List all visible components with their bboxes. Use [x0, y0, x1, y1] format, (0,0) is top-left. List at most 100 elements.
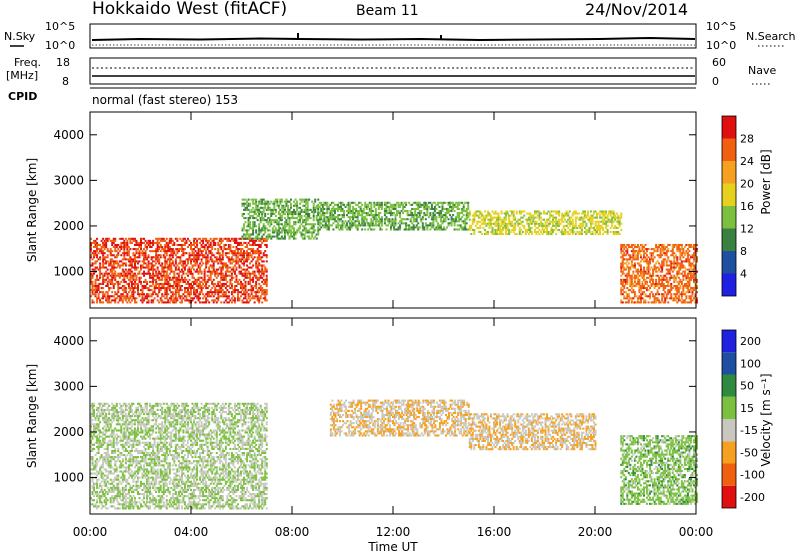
echo-cell: [370, 204, 372, 206]
echo-cell: [207, 242, 209, 244]
echo-cell: [249, 203, 251, 205]
echo-cell: [287, 205, 289, 207]
echo-cell: [378, 214, 380, 216]
echo-cell: [146, 246, 148, 248]
echo-cell: [276, 199, 278, 201]
echo-cell: [264, 225, 266, 227]
echo-cell: [661, 281, 663, 283]
echo-cell: [648, 301, 650, 303]
echo-cell: [693, 258, 695, 260]
echo-cell: [170, 267, 172, 269]
echo-cell: [117, 285, 119, 287]
echo-cell: [490, 221, 492, 223]
echo-cell: [123, 248, 125, 250]
echo-cell: [155, 281, 157, 283]
echo-cell: [388, 218, 390, 220]
echo-cell: [628, 273, 630, 275]
echo-cell: [508, 233, 510, 235]
echo-cell: [546, 213, 548, 215]
echo-cell: [585, 223, 587, 225]
echo-cell: [507, 213, 509, 215]
echo-cell: [652, 279, 654, 281]
echo-cell: [137, 262, 139, 264]
echo-cell: [173, 264, 175, 266]
echo-cell: [272, 227, 274, 229]
echo-cell: [107, 277, 109, 279]
echo-cell: [104, 295, 106, 297]
echo-cell: [348, 202, 350, 204]
echo-cell: [346, 222, 348, 224]
echo-cell: [663, 250, 665, 252]
echo-cell: [301, 223, 303, 225]
echo-cell: [473, 217, 475, 219]
echo-cell: [588, 231, 590, 233]
echo-cell: [254, 256, 256, 258]
echo-cell: [502, 229, 504, 231]
echo-cell: [663, 293, 665, 295]
echo-cell: [181, 295, 183, 297]
echo-cell: [207, 256, 209, 258]
cpid-text: normal (fast stereo) 153: [92, 93, 238, 107]
echo-cell: [663, 289, 665, 291]
echo-cell: [346, 224, 348, 226]
echo-cell: [567, 213, 569, 215]
echo-cell: [529, 219, 531, 221]
nave-tick-top: 60: [712, 56, 726, 69]
echo-cell: [278, 225, 280, 227]
echo-cell: [567, 227, 569, 229]
echo-cell: [652, 254, 654, 256]
echo-cell: [582, 225, 584, 227]
echo-cell: [260, 252, 262, 254]
echo-cell: [114, 291, 116, 293]
echo-cell: [220, 238, 222, 240]
echo-cell: [587, 210, 589, 212]
echo-cell: [416, 218, 418, 220]
echo-cell: [95, 295, 97, 297]
echo-cell: [117, 262, 119, 264]
echo-cell: [116, 293, 118, 295]
echo-cell: [205, 264, 207, 266]
echo-cell: [204, 273, 206, 275]
echo-cell: [243, 238, 245, 240]
echo-cell: [261, 201, 263, 203]
echo-cell: [117, 301, 119, 303]
echo-cell: [229, 267, 231, 269]
echo-cell: [690, 301, 692, 303]
echo-cell: [575, 225, 577, 227]
echo-cell: [242, 289, 244, 291]
echo-cell: [437, 222, 439, 224]
echo-cell: [220, 260, 222, 262]
echo-cell: [646, 250, 648, 252]
echo-cell: [152, 244, 154, 246]
echo-cell: [549, 213, 551, 215]
echo-cell: [670, 264, 672, 266]
echo-cell: [620, 217, 622, 219]
echo-cell: [290, 233, 292, 235]
echo-cell: [660, 256, 662, 258]
echo-cell: [207, 254, 209, 256]
echo-cell: [637, 244, 639, 246]
echo-cell: [601, 225, 603, 227]
echo-cell: [469, 215, 471, 217]
echo-cell: [252, 201, 254, 203]
echo-cell: [143, 248, 145, 250]
echo-cell: [308, 199, 310, 201]
echo-cell: [690, 267, 692, 269]
echo-cell: [92, 299, 94, 301]
echo-cell: [214, 293, 216, 295]
echo-cell: [505, 215, 507, 217]
echo-cell: [466, 210, 468, 212]
echo-cell: [644, 279, 646, 281]
echo-cell: [498, 221, 500, 223]
echo-cell: [332, 202, 334, 204]
echo-cell: [314, 199, 316, 201]
echo-cell: [254, 221, 256, 223]
echo-cell: [681, 244, 683, 246]
echo-cell: [526, 231, 528, 233]
echo-cell: [670, 260, 672, 262]
echo-cell: [648, 256, 650, 258]
echo-cell: [451, 222, 453, 224]
echo-cell: [210, 275, 212, 277]
echo-cell: [116, 246, 118, 248]
echo-cell: [142, 295, 144, 297]
